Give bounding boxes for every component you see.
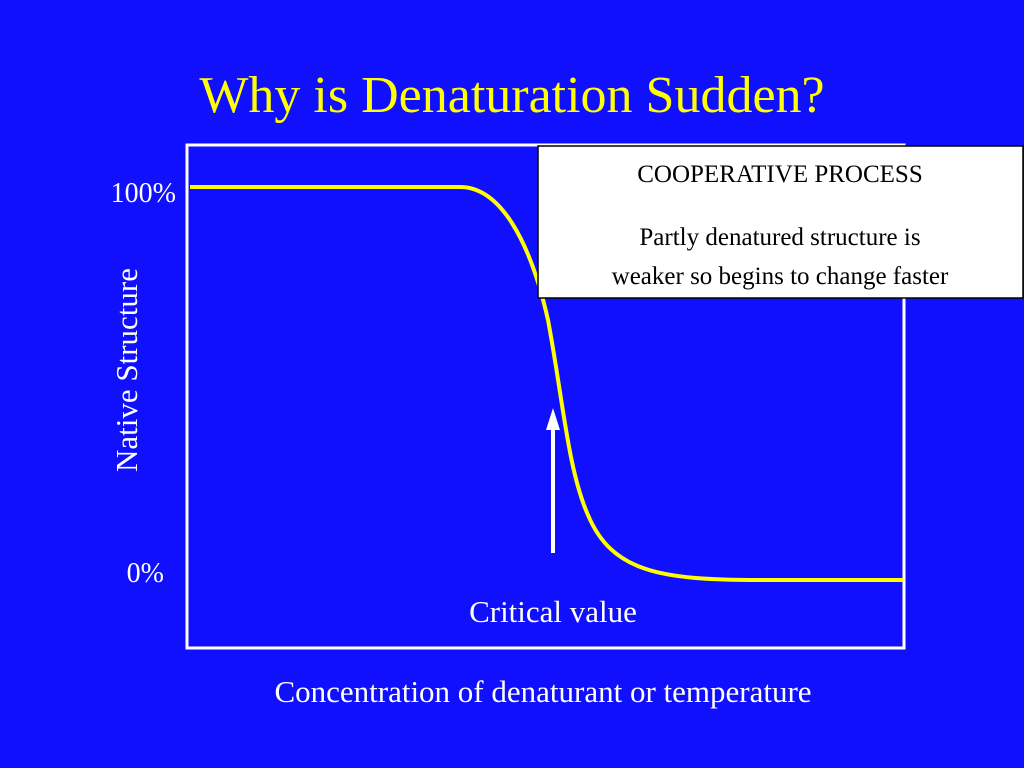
callout-heading: COOPERATIVE PROCESS bbox=[637, 161, 922, 188]
slide-title: Why is Denaturation Sudden? bbox=[199, 67, 824, 124]
y-bottom-label: 0% bbox=[127, 558, 164, 589]
arrow-head bbox=[546, 408, 560, 430]
callout-box bbox=[537, 145, 1024, 299]
callout-line: weaker so begins to change faster bbox=[612, 263, 949, 290]
plot-frame bbox=[185, 143, 906, 650]
y-top-label: 100% bbox=[111, 178, 176, 209]
y-axis-title: Native Structure bbox=[109, 268, 144, 472]
callout-line: Partly denatured structure is bbox=[639, 224, 920, 251]
x-axis-title: Concentration of denaturant or temperatu… bbox=[274, 674, 811, 709]
denaturation-curve bbox=[190, 185, 903, 582]
arrow-label: Critical value bbox=[469, 594, 637, 629]
